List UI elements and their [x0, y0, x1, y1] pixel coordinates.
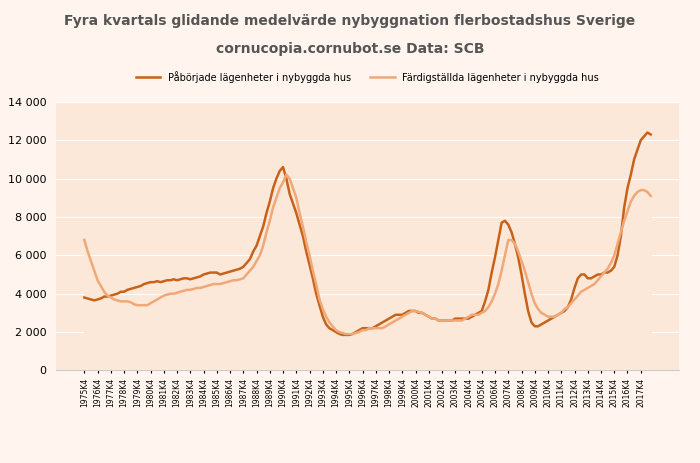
- Påbörjade lägenheter i nybyggda hus: [80, 295, 88, 300]
- Färdigställda lägenheter i nybyggda hus: [282, 172, 290, 177]
- Färdigställda lägenheter i nybyggda hus: [421, 312, 430, 318]
- Påbörjade lägenheter i nybyggda hus: [418, 310, 426, 316]
- Påbörjade lägenheter i nybyggda hus: [262, 210, 271, 216]
- Påbörjade lägenheter i nybyggda hus: [246, 257, 254, 262]
- Påbörjade lägenheter i nybyggda hus: [647, 131, 655, 137]
- Färdigställda lägenheter i nybyggda hus: [123, 299, 132, 304]
- Färdigställda lägenheter i nybyggda hus: [262, 230, 271, 235]
- Line: Påbörjade lägenheter i nybyggda hus: Påbörjade lägenheter i nybyggda hus: [84, 132, 651, 335]
- Färdigställda lägenheter i nybyggda hus: [80, 237, 88, 243]
- Legend: Påbörjade lägenheter i nybyggda hus, Färdigställda lägenheter i nybyggda hus: Påbörjade lägenheter i nybyggda hus, Fär…: [132, 67, 603, 87]
- Påbörjade lägenheter i nybyggda hus: [123, 287, 132, 293]
- Text: Fyra kvartals glidande medelvärde nybyggnation flerbostadshus Sverige: Fyra kvartals glidande medelvärde nybygg…: [64, 14, 636, 28]
- Påbörjade lägenheter i nybyggda hus: [643, 130, 652, 135]
- Påbörjade lägenheter i nybyggda hus: [335, 331, 344, 337]
- Färdigställda lägenheter i nybyggda hus: [339, 330, 347, 336]
- Påbörjade lägenheter i nybyggda hus: [339, 332, 347, 338]
- Text: cornucopia.cornubot.se Data: SCB: cornucopia.cornubot.se Data: SCB: [216, 42, 484, 56]
- Line: Färdigställda lägenheter i nybyggda hus: Färdigställda lägenheter i nybyggda hus: [84, 175, 651, 334]
- Färdigställda lägenheter i nybyggda hus: [388, 319, 396, 325]
- Färdigställda lägenheter i nybyggda hus: [647, 193, 655, 199]
- Påbörjade lägenheter i nybyggda hus: [385, 316, 393, 321]
- Färdigställda lägenheter i nybyggda hus: [246, 268, 254, 274]
- Färdigställda lägenheter i nybyggda hus: [342, 331, 350, 337]
